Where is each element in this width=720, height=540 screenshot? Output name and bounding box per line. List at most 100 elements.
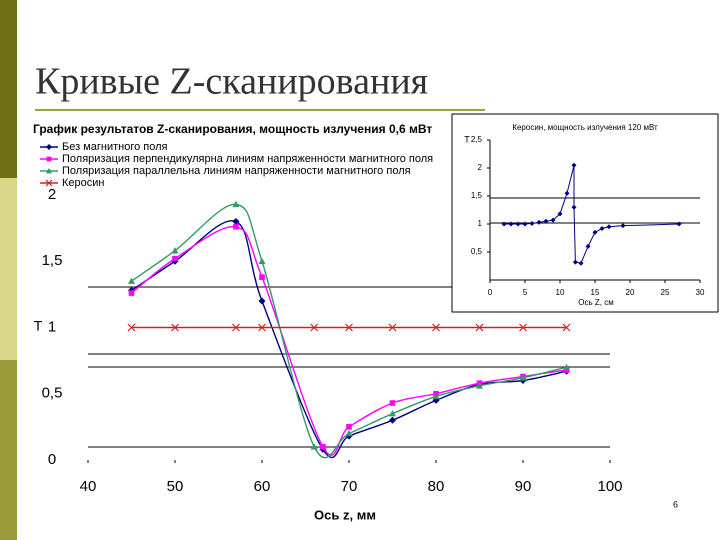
marker (232, 200, 240, 208)
marker (389, 400, 396, 406)
y-tick-label: 0 (48, 451, 56, 468)
marker (676, 221, 682, 227)
marker (258, 297, 266, 305)
legend-marker (46, 156, 52, 162)
marker (475, 323, 484, 332)
marker (259, 274, 265, 280)
marker (232, 218, 240, 225)
y-tick-label: 2 (478, 163, 483, 172)
marker (571, 204, 577, 210)
y-tick-label: 1 (478, 219, 483, 228)
series-line (131, 220, 567, 459)
marker (310, 443, 318, 450)
marker (543, 218, 549, 224)
page-number: 6 (673, 499, 678, 509)
x-tick-label: 20 (626, 288, 635, 297)
marker (258, 257, 266, 265)
marker (127, 323, 136, 332)
side-stripe (0, 0, 17, 178)
slide-title: Кривые Z-сканирования (35, 61, 428, 103)
x-tick-label: 80 (428, 478, 445, 495)
marker (606, 224, 612, 230)
x-tick-label: 100 (597, 478, 622, 495)
marker (562, 323, 571, 332)
marker (233, 224, 239, 230)
marker (519, 374, 527, 381)
inset-frame (451, 113, 719, 313)
marker (258, 323, 266, 332)
marker (563, 363, 570, 371)
x-tick-label: 0 (488, 288, 493, 297)
side-stripe (0, 178, 17, 360)
legend-marker (46, 168, 52, 174)
legend-label: Поляризация параллельна линиям напряженн… (62, 165, 411, 177)
marker (536, 219, 542, 225)
x-tick-label: 40 (80, 478, 97, 495)
marker (564, 190, 570, 196)
x-tick-label: 10 (556, 288, 565, 297)
x-tick-label: 25 (661, 288, 670, 297)
x-axis-label: Ось z, мм (314, 507, 376, 522)
marker (389, 416, 396, 424)
y-tick-label: 0,5 (42, 385, 63, 402)
y-tick-label: 2 (48, 186, 56, 203)
marker (585, 243, 591, 249)
marker (231, 323, 240, 332)
marker (508, 221, 514, 227)
y-tick-label: 1,5 (42, 252, 63, 269)
side-stripe (0, 360, 17, 540)
chart-title: Керосин, мощность излучения 120 мВт (512, 123, 658, 132)
marker (519, 323, 527, 332)
y-tick-label: 2,5 (471, 135, 483, 144)
marker (310, 323, 319, 332)
legend-marker (46, 144, 52, 150)
marker (171, 323, 179, 332)
marker (476, 382, 483, 389)
x-tick-label: 30 (696, 288, 705, 297)
legend-marker (45, 179, 53, 187)
marker (388, 323, 397, 332)
marker (320, 443, 326, 450)
marker (599, 225, 605, 231)
x-tick-label: 90 (515, 478, 532, 495)
chart-title: График результатов Z-сканирования, мощно… (33, 122, 432, 136)
marker (432, 392, 440, 400)
legend-label: Поляризация перпендикулярна линиям напря… (62, 153, 433, 165)
x-tick-label: 15 (591, 288, 600, 297)
marker (501, 221, 507, 227)
x-tick-label: 50 (167, 478, 184, 495)
marker (550, 217, 556, 223)
y-axis-label: T (464, 134, 470, 144)
marker (578, 260, 584, 266)
marker (620, 223, 626, 229)
marker (171, 247, 179, 254)
marker (128, 277, 135, 284)
marker (389, 410, 396, 417)
marker (572, 259, 578, 265)
marker (592, 229, 598, 235)
y-tick-label: 1,5 (471, 191, 483, 200)
marker (345, 323, 353, 332)
marker (557, 211, 563, 217)
legend-label: Керосин (62, 177, 104, 189)
y-tick-label: 0,5 (471, 247, 483, 256)
marker (432, 323, 440, 332)
decor-lines (88, 286, 610, 448)
marker (529, 220, 535, 226)
x-tick-label: 60 (254, 478, 271, 495)
marker (128, 290, 135, 296)
legend-label: Без магнитного поля (62, 141, 168, 153)
marker (515, 221, 521, 227)
x-axis-label: Ось Z, см (578, 298, 613, 307)
y-tick-label: 1 (48, 318, 56, 335)
marker (571, 162, 577, 168)
marker (346, 424, 352, 430)
series-line (131, 203, 567, 459)
y-axis-label: T (34, 318, 43, 334)
marker (345, 430, 353, 437)
marker (172, 255, 178, 262)
x-tick-label: 70 (341, 478, 358, 495)
x-tick-label: 5 (523, 288, 528, 297)
marker (522, 221, 528, 227)
